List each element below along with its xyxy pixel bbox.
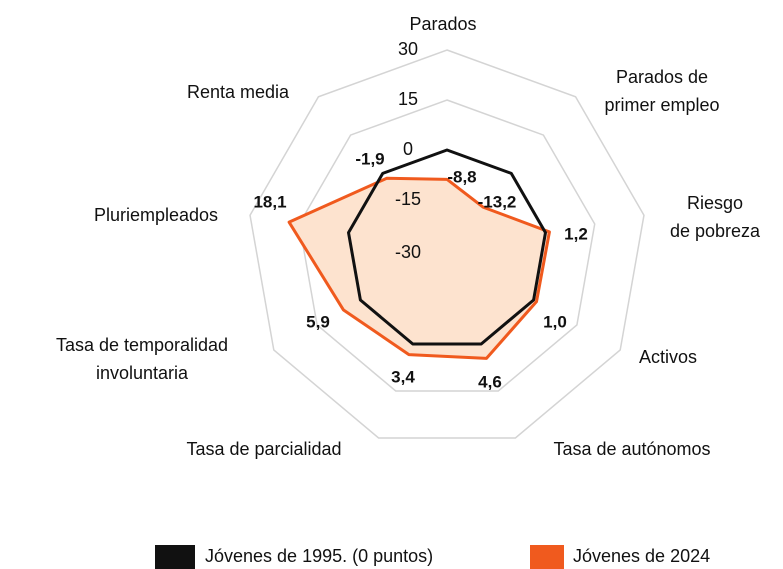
category-label: Renta media <box>187 82 290 102</box>
data-label: 1,0 <box>543 312 567 331</box>
data-label: 1,2 <box>564 224 588 243</box>
legend-swatch <box>155 545 195 569</box>
category-label: Tasa de temporalidad involuntaria <box>56 335 228 383</box>
category-label: Riesgo de pobreza <box>670 193 761 241</box>
legend-label: Jóvenes de 2024 <box>573 546 710 566</box>
category-label: Activos <box>639 347 697 367</box>
radial-tick-label: 30 <box>398 39 418 59</box>
category-label: Tasa de autónomos <box>553 439 710 459</box>
category-label: Tasa de parcialidad <box>186 439 341 459</box>
legend-swatch <box>530 545 564 569</box>
radial-tick-label: 0 <box>403 139 413 159</box>
legend-label: Jóvenes de 1995. (0 puntos) <box>205 546 433 566</box>
radial-tick-label: -30 <box>395 242 421 262</box>
radial-tick-label: -15 <box>395 189 421 209</box>
grid-ring <box>298 99 596 392</box>
category-label: Pluriempleados <box>94 205 218 225</box>
data-label: -13,2 <box>478 192 517 211</box>
radial-tick-label: 15 <box>398 89 418 109</box>
category-label: Parados <box>409 14 476 34</box>
data-label: 5,9 <box>306 312 330 331</box>
series-area <box>347 148 547 346</box>
grid-ring <box>249 49 645 439</box>
data-label: 18,1 <box>253 192 286 211</box>
category-label: Parados de primer empleo <box>604 67 719 115</box>
data-label: -8,8 <box>447 167 476 186</box>
data-label: 3,4 <box>391 367 415 386</box>
data-label: 4,6 <box>478 372 502 391</box>
data-label: -1,9 <box>355 149 384 168</box>
